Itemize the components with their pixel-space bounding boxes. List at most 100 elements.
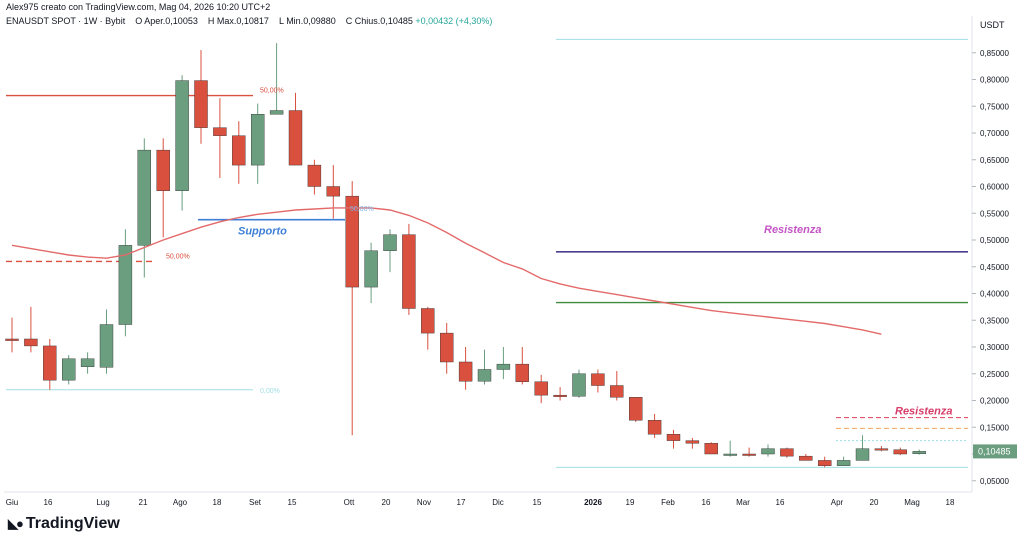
- y-tick-label: 0,25000: [980, 370, 1009, 379]
- close-label: C: [345, 16, 353, 26]
- y-axis: 0,85000 0,80000 0,75000 0,70000 0,65000 0,600…: [972, 49, 1017, 486]
- candle-body: [288, 110, 303, 166]
- low-label: L: [279, 16, 284, 26]
- brand-name: TradingView: [25, 515, 120, 532]
- y-tick-label: 0,05000: [980, 477, 1009, 486]
- candle-body: [893, 449, 907, 455]
- candle-body: [24, 338, 38, 347]
- x-tick-label: 20: [870, 498, 879, 507]
- chart-credit: Alex975 creato con TradingView.com, Mag …: [6, 2, 271, 12]
- x-tick-label: Dic: [492, 498, 504, 507]
- y-tick-label: 0,70000: [980, 129, 1009, 138]
- candle-body: [534, 381, 548, 396]
- x-tick-label: Ott: [344, 498, 355, 507]
- y-tick-label: 0,60000: [980, 183, 1009, 192]
- candle-body: [118, 245, 133, 325]
- x-tick-label: 15: [288, 498, 297, 507]
- y-tick-label: 0,80000: [980, 76, 1009, 85]
- x-tick-label: 20: [382, 498, 391, 507]
- candle-body: [326, 186, 340, 197]
- drawing-lines: [6, 38, 968, 468]
- y-tick-label: 0,40000: [980, 290, 1009, 299]
- candle-body: [610, 385, 624, 398]
- annotation-labels: 50,00% 50,00% 50,00% 0,00% Supporto Resistenz…: [166, 88, 952, 418]
- high-value: Max.0,10817: [216, 16, 269, 26]
- x-tick-label: 16: [776, 498, 785, 507]
- candle-body: [80, 358, 95, 367]
- tradingview-logo-icon: ◣●: [8, 516, 24, 531]
- y-tick-label: 0,30000: [980, 343, 1009, 352]
- tradingview-brand[interactable]: ◣● TradingView: [8, 515, 120, 533]
- fib-50-label-mid: 50,00%: [350, 206, 374, 213]
- candle-body: [685, 440, 700, 444]
- candle-body: [496, 363, 511, 370]
- support-label: Supporto: [238, 226, 287, 238]
- low-value: Min.0,09880: [286, 16, 336, 26]
- candle-body: [836, 460, 851, 466]
- y-tick-label: 0,75000: [980, 102, 1009, 111]
- candle-body: [364, 250, 378, 288]
- open-label: O: [135, 16, 143, 26]
- y-tick-label: 0,85000: [980, 49, 1009, 58]
- fib-50-label-top: 50,00%: [260, 88, 284, 95]
- candle-body: [515, 363, 529, 382]
- symbol-legend: ENAUSDT SPOT · 1W · Bybit O Aper.0,10053…: [6, 16, 492, 26]
- y-tick-label: 0,55000: [980, 209, 1009, 218]
- y-tick-label: 0,50000: [980, 236, 1009, 245]
- x-tick-label: Feb: [661, 498, 675, 507]
- candle-body: [477, 369, 492, 382]
- y-tick-label: 0,35000: [980, 316, 1009, 325]
- x-tick-label: 17: [457, 498, 466, 507]
- gridlines: [4, 16, 973, 493]
- candle-body: [194, 80, 208, 128]
- symbol-label: ENAUSDT SPOT · 1W · Bybit: [6, 16, 126, 26]
- candle-body: [175, 80, 189, 191]
- candle-body: [855, 448, 870, 461]
- y-tick-label: 0,45000: [980, 263, 1009, 272]
- x-tick-label: 18: [213, 498, 222, 507]
- candle-body: [761, 448, 775, 455]
- x-tick-label: 19: [626, 498, 635, 507]
- x-tick-label: 2026: [584, 498, 602, 507]
- candle-body: [723, 453, 737, 456]
- candle-body: [440, 332, 454, 363]
- high-label: H: [207, 16, 215, 26]
- candle-body: [572, 373, 586, 397]
- x-tick-label: Nov: [417, 498, 431, 507]
- y-tick-label: 0,65000: [980, 156, 1009, 165]
- x-tick-label: Mag: [904, 498, 920, 507]
- candle-body: [345, 195, 359, 288]
- candle-body: [99, 324, 114, 368]
- candle-body: [383, 234, 397, 251]
- moving-average-line: [11, 207, 882, 335]
- candle-body: [818, 460, 832, 466]
- open-value: Aper.0,10053: [144, 16, 198, 26]
- x-tick-label: 16: [44, 498, 53, 507]
- resistance-label-bottom: Resistenza: [895, 406, 952, 418]
- moving-average: [11, 207, 882, 335]
- x-tick-label: 18: [946, 498, 955, 507]
- candle-body: [553, 394, 567, 397]
- change-value: +0,00432 (+4,30%): [415, 16, 493, 26]
- close-value: Chius.0,10485: [354, 16, 413, 26]
- candle-body: [912, 451, 926, 454]
- candle-body: [629, 397, 643, 421]
- price-unit-label: USDT: [980, 20, 1005, 30]
- x-tick-label: Giu: [6, 498, 18, 507]
- candle-body: [421, 308, 435, 334]
- candle-body: [232, 135, 246, 166]
- candle-body: [307, 164, 322, 187]
- candle-body: [666, 434, 681, 441]
- candle-body: [402, 234, 416, 309]
- candle-body: [43, 345, 57, 381]
- candle-body: [213, 127, 227, 136]
- x-tick-label: Apr: [831, 498, 844, 507]
- candle-body: [5, 338, 19, 341]
- x-tick-label: 15: [533, 498, 542, 507]
- candle-body: [799, 455, 813, 461]
- candle-body: [742, 453, 756, 456]
- candle-body: [458, 361, 473, 382]
- candle-body: [156, 149, 170, 191]
- candle-body: [647, 420, 662, 435]
